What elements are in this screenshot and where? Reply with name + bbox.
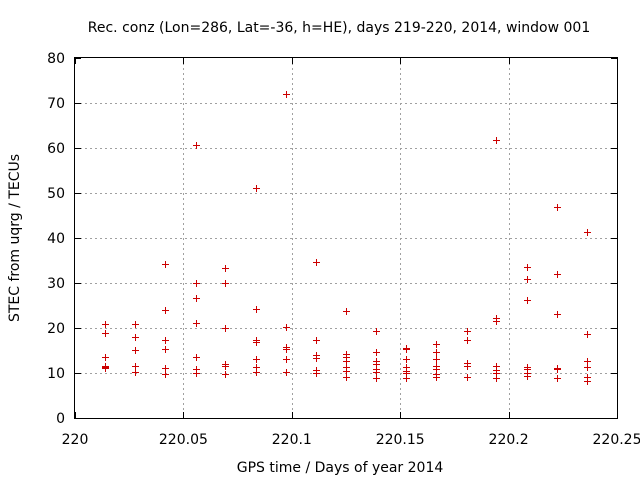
data-point bbox=[162, 346, 169, 353]
data-point bbox=[193, 142, 200, 149]
data-point bbox=[584, 378, 591, 385]
data-point bbox=[464, 328, 471, 335]
data-point bbox=[193, 320, 200, 327]
data-point bbox=[162, 337, 169, 344]
y-tick-label: 70 bbox=[47, 96, 65, 112]
data-point bbox=[193, 295, 200, 302]
data-point bbox=[222, 363, 229, 370]
y-tick-label: 20 bbox=[47, 321, 65, 337]
y-tick-label: 80 bbox=[47, 51, 65, 67]
data-point bbox=[313, 355, 320, 362]
data-point bbox=[132, 369, 139, 376]
data-point bbox=[464, 374, 471, 381]
data-point bbox=[313, 370, 320, 377]
data-point bbox=[222, 265, 229, 272]
data-point bbox=[343, 358, 350, 365]
data-point bbox=[373, 349, 380, 356]
y-tick-label: 10 bbox=[47, 366, 65, 382]
data-point bbox=[222, 325, 229, 332]
data-point bbox=[162, 307, 169, 314]
data-point bbox=[493, 318, 500, 325]
data-point bbox=[403, 356, 410, 363]
x-tick-label: 220.25 bbox=[593, 432, 640, 448]
y-tick-label: 60 bbox=[47, 141, 65, 157]
data-point bbox=[343, 308, 350, 315]
data-point bbox=[283, 369, 290, 376]
data-point bbox=[433, 349, 440, 356]
data-point bbox=[373, 369, 380, 376]
data-point bbox=[403, 346, 410, 353]
data-point bbox=[584, 331, 591, 338]
data-point bbox=[554, 311, 561, 318]
y-tick-label: 40 bbox=[47, 231, 65, 247]
data-point bbox=[554, 204, 561, 211]
data-point bbox=[283, 356, 290, 363]
x-tick-label: 220.15 bbox=[376, 432, 425, 448]
data-point bbox=[253, 339, 260, 346]
data-point bbox=[162, 371, 169, 378]
data-point bbox=[554, 366, 561, 373]
x-tick-label: 220 bbox=[62, 432, 89, 448]
data-point bbox=[162, 365, 169, 372]
data-point bbox=[253, 369, 260, 376]
chart-title: Rec. conz (Lon=286, Lat=-36, h=HE), days… bbox=[88, 20, 590, 36]
data-point bbox=[373, 328, 380, 335]
data-point bbox=[554, 375, 561, 382]
y-tick-label: 50 bbox=[47, 186, 65, 202]
x-axis-label: GPS time / Days of year 2014 bbox=[237, 460, 444, 476]
data-point bbox=[132, 363, 139, 370]
data-point bbox=[433, 356, 440, 363]
data-point bbox=[102, 365, 109, 372]
data-point bbox=[524, 276, 531, 283]
data-point bbox=[283, 324, 290, 331]
data-point bbox=[222, 280, 229, 287]
data-point bbox=[253, 185, 260, 192]
data-point bbox=[102, 330, 109, 337]
data-point bbox=[584, 364, 591, 371]
data-point bbox=[193, 280, 200, 287]
x-tick-label: 220.2 bbox=[489, 432, 529, 448]
axis-ticks: 220 220.05 220.1 220.15 220.2 220.25 0 10 20 30 40… bbox=[47, 51, 640, 448]
data-point bbox=[283, 346, 290, 353]
data-point bbox=[524, 297, 531, 304]
data-point bbox=[132, 334, 139, 341]
data-point bbox=[313, 259, 320, 266]
data-point bbox=[313, 337, 320, 344]
data-point bbox=[102, 321, 109, 328]
y-axis-label: STEC from uqrg / TECUs bbox=[7, 154, 23, 322]
data-point bbox=[343, 374, 350, 381]
data-point bbox=[433, 374, 440, 381]
y-tick-label: 30 bbox=[47, 276, 65, 292]
data-point bbox=[162, 261, 169, 268]
data-point bbox=[464, 337, 471, 344]
y-tick-label: 0 bbox=[56, 411, 65, 427]
data-point bbox=[193, 370, 200, 377]
data-point bbox=[222, 371, 229, 378]
data-point bbox=[343, 368, 350, 375]
data-point bbox=[524, 264, 531, 271]
data-point bbox=[132, 347, 139, 354]
data-point bbox=[524, 373, 531, 380]
data-point bbox=[493, 137, 500, 144]
data-point bbox=[493, 375, 500, 382]
data-points bbox=[102, 91, 591, 385]
data-point bbox=[584, 358, 591, 365]
data-point bbox=[253, 306, 260, 313]
data-point bbox=[373, 375, 380, 382]
data-point bbox=[193, 354, 200, 361]
data-point bbox=[433, 341, 440, 348]
data-point bbox=[253, 356, 260, 363]
data-point bbox=[554, 271, 561, 278]
data-point bbox=[132, 321, 139, 328]
data-point bbox=[584, 229, 591, 236]
plot-frame bbox=[74, 57, 618, 419]
x-tick-label: 220.05 bbox=[159, 432, 208, 448]
data-point bbox=[283, 91, 290, 98]
data-point bbox=[102, 354, 109, 361]
data-point bbox=[464, 363, 471, 370]
data-point bbox=[403, 375, 410, 382]
x-tick-label: 220.1 bbox=[272, 432, 312, 448]
